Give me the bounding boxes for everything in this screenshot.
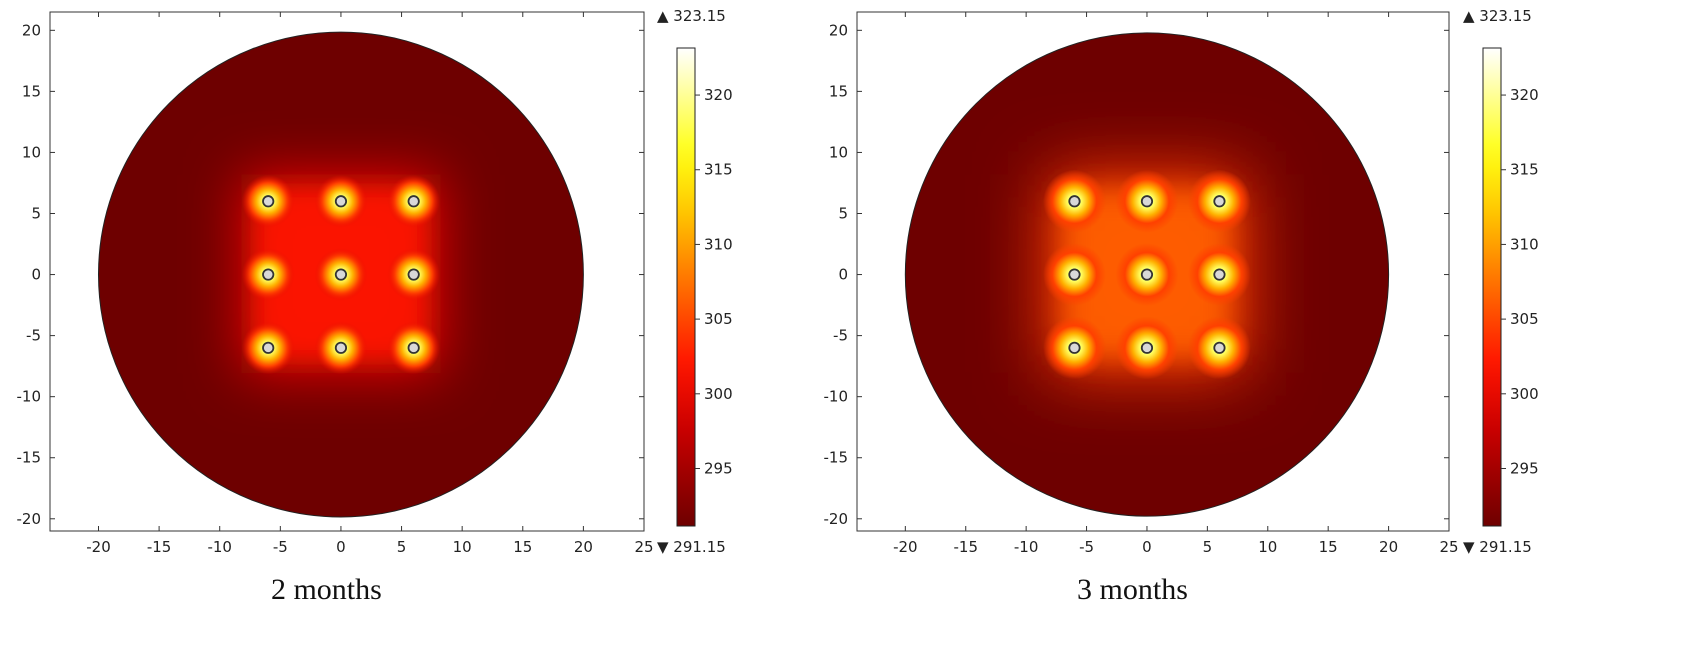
y-tick-label: 5 — [838, 204, 848, 222]
y-tick-label: -15 — [17, 449, 42, 467]
y-tick-label: 0 — [31, 266, 41, 284]
y-tick-label: -20 — [17, 510, 42, 528]
x-tick-label: -10 — [1014, 538, 1039, 556]
y-tick-label: -10 — [824, 388, 849, 406]
colorbar-tick-label: 295 — [704, 459, 733, 477]
colorbar-gradient — [676, 47, 696, 527]
y-tick-label: -5 — [833, 327, 848, 345]
x-tick-label: -5 — [273, 538, 288, 556]
x-tick-label: 10 — [1258, 538, 1277, 556]
y-tick-label: -10 — [17, 388, 42, 406]
colorbar-tick-label: 315 — [1510, 161, 1539, 179]
panel-caption: 3 months — [1077, 573, 1188, 606]
borehole-marker — [1213, 341, 1226, 354]
colorbar-tick-label: 320 — [704, 86, 733, 104]
colorbar-min-label: ▼ 291.15 — [657, 538, 726, 556]
x-tick-label: 25 — [1439, 538, 1458, 556]
borehole-marker — [334, 268, 348, 281]
y-tick-label: 20 — [829, 21, 848, 39]
x-tick-label: 0 — [1142, 538, 1152, 556]
domain-outline — [97, 31, 584, 518]
domain-outline — [904, 32, 1390, 517]
colorbar-gradient — [1482, 47, 1502, 527]
panel-caption: 2 months — [271, 573, 382, 606]
colorbar-tick-label: 305 — [1510, 310, 1539, 328]
borehole-marker — [1140, 195, 1154, 208]
colorbar-max-label: ▲ 323.15 — [657, 7, 726, 25]
borehole-marker — [1213, 195, 1226, 208]
colorbar-min-label: ▼ 291.15 — [1463, 538, 1532, 556]
x-tick-label: 5 — [1203, 538, 1213, 556]
y-tick-label: 10 — [22, 143, 41, 161]
x-tick-label: 15 — [513, 538, 532, 556]
colorbar-max-label: ▲ 323.15 — [1463, 7, 1532, 25]
colorbar-tick-label: 310 — [1510, 235, 1539, 253]
y-tick-label: 20 — [22, 21, 41, 39]
colorbar: 320 315 310 305 300 295 ▲ 323.15 ▼ 291.15 — [657, 7, 733, 556]
borehole-marker — [1068, 341, 1081, 354]
x-tick-label: -15 — [147, 538, 172, 556]
y-tick-label: 10 — [829, 143, 848, 161]
borehole-marker — [407, 268, 420, 281]
colorbar-tick-label: 300 — [704, 385, 733, 403]
colorbar-tick-label: 300 — [1510, 385, 1539, 403]
borehole-marker — [262, 195, 275, 208]
colorbar-tick-label: 320 — [1510, 86, 1539, 104]
borehole-marker — [1068, 268, 1081, 281]
colorbar-tick-label: 305 — [704, 310, 733, 328]
colorbar: 320 315 310 305 300 295 ▲ 323.15 ▼ 291.15 — [1463, 7, 1539, 556]
x-tick-label: 20 — [574, 538, 593, 556]
colorbar-tick-label: 315 — [704, 161, 733, 179]
colorbar-tick-label: 295 — [1510, 459, 1539, 477]
borehole-marker — [1140, 341, 1154, 354]
y-tick-label: 0 — [838, 266, 848, 284]
x-tick-label: 25 — [634, 538, 653, 556]
borehole-marker — [407, 341, 420, 354]
borehole-marker — [262, 268, 275, 281]
heatmap-panel-2: -20 -15 -10 -5 0 5 10 15 20 25 20 15 10 5 0 -5 -10 -15 -20… — [824, 7, 1539, 606]
borehole-marker — [334, 341, 348, 354]
x-tick-label: -20 — [86, 538, 111, 556]
borehole-marker — [407, 195, 420, 208]
colorbar-tick-label: 310 — [704, 235, 733, 253]
heatmap-panel-1: -20 -15 -10 -5 0 5 10 15 20 25 20 15 10 5 0 -5 -10 -15 -20… — [17, 7, 733, 606]
x-tick-label: 0 — [336, 538, 346, 556]
y-tick-label: 15 — [22, 82, 41, 100]
y-tick-label: 5 — [31, 204, 41, 222]
borehole-marker — [1068, 195, 1081, 208]
x-tick-label: 15 — [1319, 538, 1338, 556]
y-tick-label: -15 — [824, 449, 849, 467]
x-tick-label: 5 — [397, 538, 407, 556]
x-tick-label: -20 — [893, 538, 918, 556]
x-tick-label: 20 — [1379, 538, 1398, 556]
borehole-marker — [1140, 268, 1154, 281]
borehole-marker — [262, 341, 275, 354]
x-tick-label: 10 — [453, 538, 472, 556]
borehole-marker — [334, 195, 348, 208]
x-tick-label: -10 — [207, 538, 232, 556]
y-tick-label: 15 — [829, 82, 848, 100]
borehole-marker — [1213, 268, 1226, 281]
x-tick-label: -5 — [1079, 538, 1094, 556]
x-tick-label: -15 — [953, 538, 978, 556]
y-tick-label: -20 — [824, 510, 849, 528]
y-tick-label: -5 — [26, 327, 41, 345]
